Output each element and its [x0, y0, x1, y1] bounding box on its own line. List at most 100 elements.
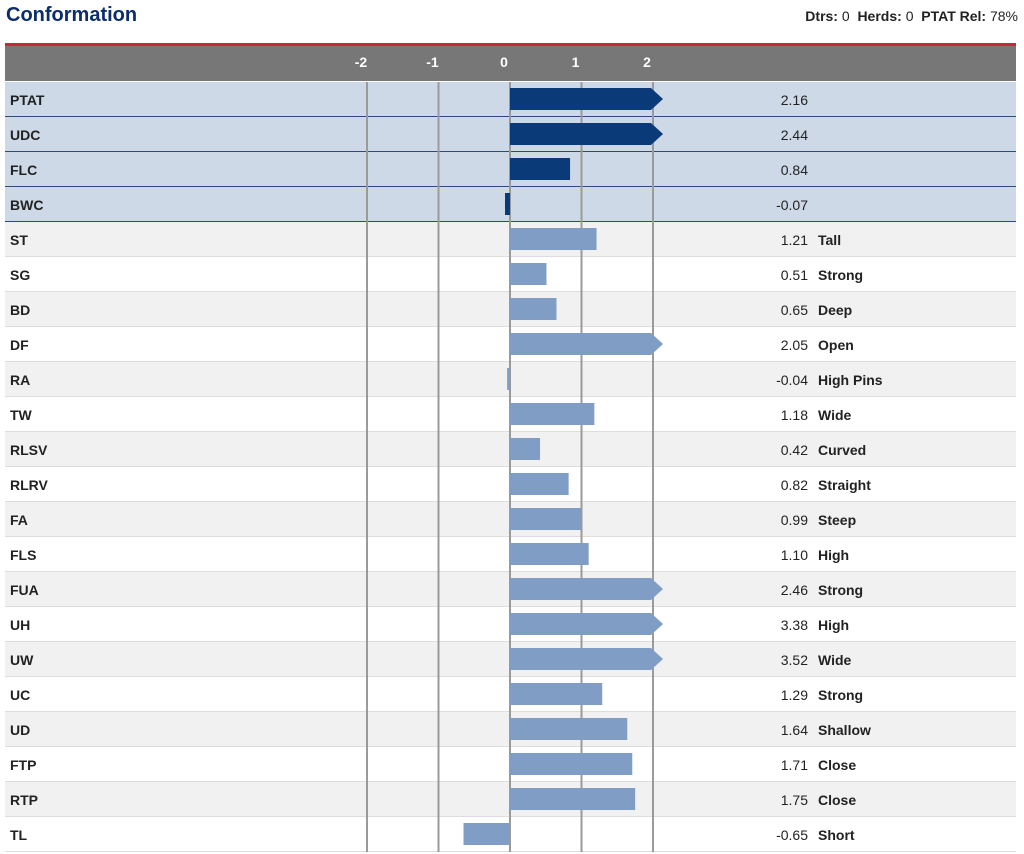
- trait-value: 3.38: [780, 617, 808, 633]
- bar-st: [510, 228, 597, 250]
- bar-fa: [510, 508, 581, 530]
- trait-name: FUA: [10, 582, 39, 598]
- trait-descriptor: Deep: [818, 302, 853, 318]
- bar-fls: [510, 543, 589, 565]
- trait-name: UC: [10, 687, 31, 703]
- trait-value: 1.64: [780, 722, 808, 738]
- axis-tick-label: 2: [643, 54, 651, 70]
- trait-descriptor: Steep: [818, 512, 857, 528]
- trait-descriptor: Strong: [818, 267, 864, 283]
- trait-descriptor: Close: [818, 792, 857, 808]
- trait-name: RLRV: [10, 477, 48, 493]
- trait-name: UW: [10, 652, 34, 668]
- trait-name: UD: [10, 722, 31, 738]
- trait-descriptor: Straight: [818, 477, 871, 493]
- trait-name: RA: [10, 372, 31, 388]
- trait-descriptor: Wide: [818, 407, 852, 423]
- bar-uw: [510, 648, 663, 670]
- trait-name: PTAT: [10, 92, 45, 108]
- trait-descriptor: Tall: [818, 232, 842, 248]
- bar-ud: [510, 718, 628, 740]
- summary-stats: Dtrs: 0 Herds: 0 PTAT Rel: 78%: [805, 8, 1018, 24]
- bar-sg: [510, 263, 547, 285]
- trait-value: 0.99: [780, 512, 808, 528]
- trait-name: ST: [10, 232, 28, 248]
- trait-value: 2.46: [780, 582, 808, 598]
- trait-name: UH: [10, 617, 31, 633]
- bar-udc: [510, 123, 663, 145]
- bar-ptat: [510, 88, 663, 110]
- bar-df: [510, 333, 663, 355]
- trait-value: 1.10: [780, 547, 808, 563]
- trait-descriptor: Wide: [818, 652, 852, 668]
- trait-descriptor: High: [818, 547, 850, 563]
- trait-name: BD: [10, 302, 31, 318]
- trait-value: 0.84: [780, 162, 808, 178]
- herds-label: Herds:: [857, 8, 902, 24]
- axis-header: -2 -1 0 1 2: [5, 46, 1016, 81]
- axis-tick-label: -2: [354, 54, 368, 70]
- trait-descriptor: High Pins: [818, 372, 883, 388]
- bar-uc: [510, 683, 603, 705]
- trait-name: FTP: [10, 757, 37, 773]
- trait-value: 1.29: [780, 687, 808, 703]
- axis-tick-label: 0: [500, 54, 508, 70]
- trait-name: RTP: [10, 792, 38, 808]
- trait-value: 1.75: [780, 792, 808, 808]
- bar-fua: [510, 578, 663, 600]
- trait-name: TW: [10, 407, 32, 423]
- trait-descriptor: High: [818, 617, 850, 633]
- ptat-rel-label: PTAT Rel:: [921, 8, 987, 24]
- trait-value: 0.51: [780, 267, 808, 283]
- accent-divider: [5, 43, 1016, 46]
- trait-name: UDC: [10, 127, 41, 143]
- ptat-rel-value: 78%: [989, 8, 1018, 24]
- dtrs-value: 0: [841, 8, 850, 24]
- bar-tw: [510, 403, 595, 425]
- trait-descriptor: Strong: [818, 687, 864, 703]
- trait-descriptor: Close: [818, 757, 857, 773]
- bar-uh: [510, 613, 663, 635]
- trait-name: TL: [10, 827, 28, 843]
- trait-name: FLC: [10, 162, 38, 178]
- bar-rtp: [510, 788, 636, 810]
- trait-descriptor: Curved: [818, 442, 867, 458]
- bar-bd: [510, 298, 557, 320]
- trait-name: BWC: [10, 197, 44, 213]
- trait-descriptor: Strong: [818, 582, 864, 598]
- bar-bwc: [504, 193, 510, 215]
- page-title: Conformation: [6, 4, 138, 26]
- bar-ra: [507, 368, 511, 390]
- axis-tick-label: -1: [426, 54, 439, 70]
- trait-name: DF: [10, 337, 29, 353]
- trait-name: SG: [10, 267, 31, 283]
- axis-tick-label: 1: [571, 54, 580, 70]
- trait-value: 0.82: [780, 477, 808, 493]
- trait-value: 1.18: [780, 407, 808, 423]
- bar-ftp: [510, 753, 633, 775]
- trait-value: -0.04: [776, 372, 808, 388]
- trait-value: 0.42: [780, 442, 808, 458]
- bar-flc: [510, 158, 571, 180]
- dtrs-label: Dtrs:: [805, 8, 838, 24]
- trait-descriptor: Shallow: [818, 722, 871, 738]
- trait-name: FA: [10, 512, 28, 528]
- herds-value: 0: [905, 8, 914, 24]
- trait-value: -0.65: [776, 827, 808, 843]
- trait-value: 3.52: [780, 652, 808, 668]
- conformation-bar-chart: [366, 82, 663, 852]
- trait-value: 2.05: [780, 337, 808, 353]
- trait-descriptor: Open: [818, 337, 854, 353]
- trait-value: 2.16: [780, 92, 808, 108]
- trait-value: 1.71: [780, 757, 808, 773]
- trait-name: FLS: [10, 547, 37, 563]
- bar-rlrv: [510, 473, 569, 495]
- trait-value: 2.44: [780, 127, 808, 143]
- bar-tl: [463, 823, 510, 845]
- trait-value: -0.07: [776, 197, 808, 213]
- trait-value: 0.65: [780, 302, 808, 318]
- trait-descriptor: Short: [818, 827, 855, 843]
- trait-name: RLSV: [10, 442, 48, 458]
- bar-rlsv: [510, 438, 541, 460]
- trait-value: 1.21: [780, 232, 808, 248]
